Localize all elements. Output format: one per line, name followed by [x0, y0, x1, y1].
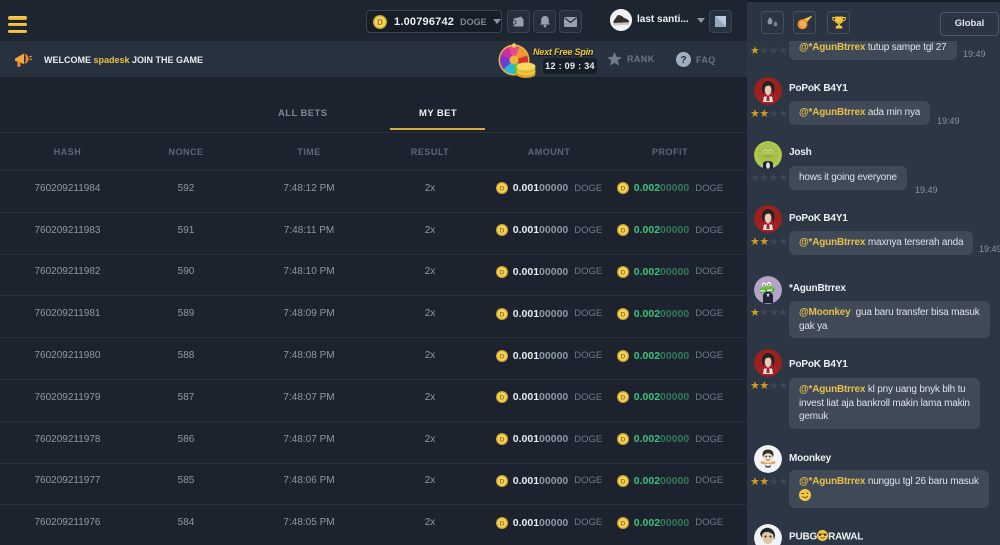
svg-text:D: D [499, 311, 504, 318]
svg-text:D: D [620, 520, 625, 527]
svg-text:D: D [620, 437, 625, 444]
svg-text:?: ? [680, 55, 686, 66]
svg-text:D: D [499, 437, 504, 444]
svg-text:D: D [499, 270, 504, 277]
svg-text:D: D [620, 186, 625, 193]
svg-text:D: D [620, 270, 625, 277]
svg-text:D: D [499, 228, 504, 235]
svg-text:D: D [499, 520, 504, 527]
svg-text:D: D [499, 395, 504, 402]
svg-text:D: D [499, 479, 504, 486]
svg-text:D: D [620, 228, 625, 235]
svg-text:D: D [620, 353, 625, 360]
svg-text:D: D [377, 18, 383, 27]
svg-text:D: D [499, 353, 504, 360]
svg-text:D: D [620, 479, 625, 486]
svg-text:D: D [620, 395, 625, 402]
svg-text:D: D [499, 186, 504, 193]
svg-text:D: D [620, 311, 625, 318]
